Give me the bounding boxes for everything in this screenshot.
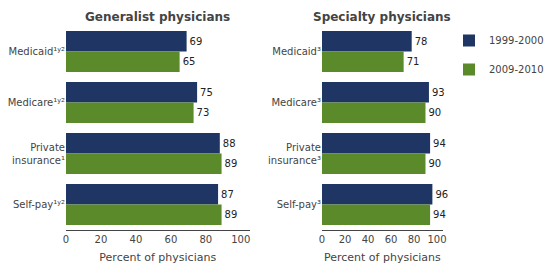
svg-text:89: 89 [225, 158, 238, 169]
svg-text:80: 80 [199, 234, 212, 245]
svg-text:65: 65 [183, 56, 196, 67]
svg-text:69: 69 [190, 36, 203, 47]
svg-text:Generalist physicians: Generalist physicians [85, 10, 230, 24]
svg-text:71: 71 [407, 56, 420, 67]
svg-text:0: 0 [319, 234, 325, 245]
svg-text:96: 96 [435, 189, 448, 200]
svg-text:90: 90 [428, 107, 441, 118]
svg-text:78: 78 [415, 36, 428, 47]
svg-text:1999-2000: 1999-2000 [489, 35, 544, 46]
svg-text:Percent of physicians: Percent of physicians [99, 251, 216, 264]
svg-text:40: 40 [130, 234, 143, 245]
svg-text:Medicare³: Medicare³ [271, 97, 321, 108]
svg-text:Self-pay¹ʸ²: Self-pay¹ʸ² [13, 199, 65, 210]
svg-text:100: 100 [427, 234, 446, 245]
svg-text:93: 93 [432, 87, 445, 98]
svg-text:87: 87 [221, 189, 234, 200]
svg-text:Percent of physicians: Percent of physicians [324, 251, 441, 264]
svg-text:89: 89 [225, 209, 238, 220]
svg-text:Self-pay³: Self-pay³ [277, 199, 321, 210]
svg-text:60: 60 [385, 234, 398, 245]
svg-text:88: 88 [223, 138, 236, 149]
svg-text:Medicare¹ʸ²: Medicare¹ʸ² [8, 97, 65, 108]
svg-text:Specialty physicians: Specialty physicians [313, 10, 451, 24]
svg-text:94: 94 [433, 138, 446, 149]
svg-text:75: 75 [200, 87, 213, 98]
svg-text:Privateinsurance³: Privateinsurance³ [268, 142, 321, 166]
svg-text:73: 73 [197, 107, 210, 118]
svg-text:40: 40 [362, 234, 375, 245]
svg-text:Privateinsurance¹: Privateinsurance¹ [12, 142, 65, 166]
svg-text:20: 20 [95, 234, 108, 245]
svg-text:0: 0 [63, 234, 69, 245]
svg-text:Medicaid³: Medicaid³ [272, 46, 321, 57]
svg-text:60: 60 [165, 234, 178, 245]
svg-text:Medicaid¹ʸ²: Medicaid¹ʸ² [9, 46, 65, 57]
svg-text:100: 100 [231, 234, 250, 245]
svg-text:20: 20 [339, 234, 352, 245]
svg-text:80: 80 [408, 234, 421, 245]
svg-text:94: 94 [433, 209, 446, 220]
svg-text:2009-2010: 2009-2010 [489, 64, 544, 75]
svg-text:90: 90 [428, 158, 441, 169]
